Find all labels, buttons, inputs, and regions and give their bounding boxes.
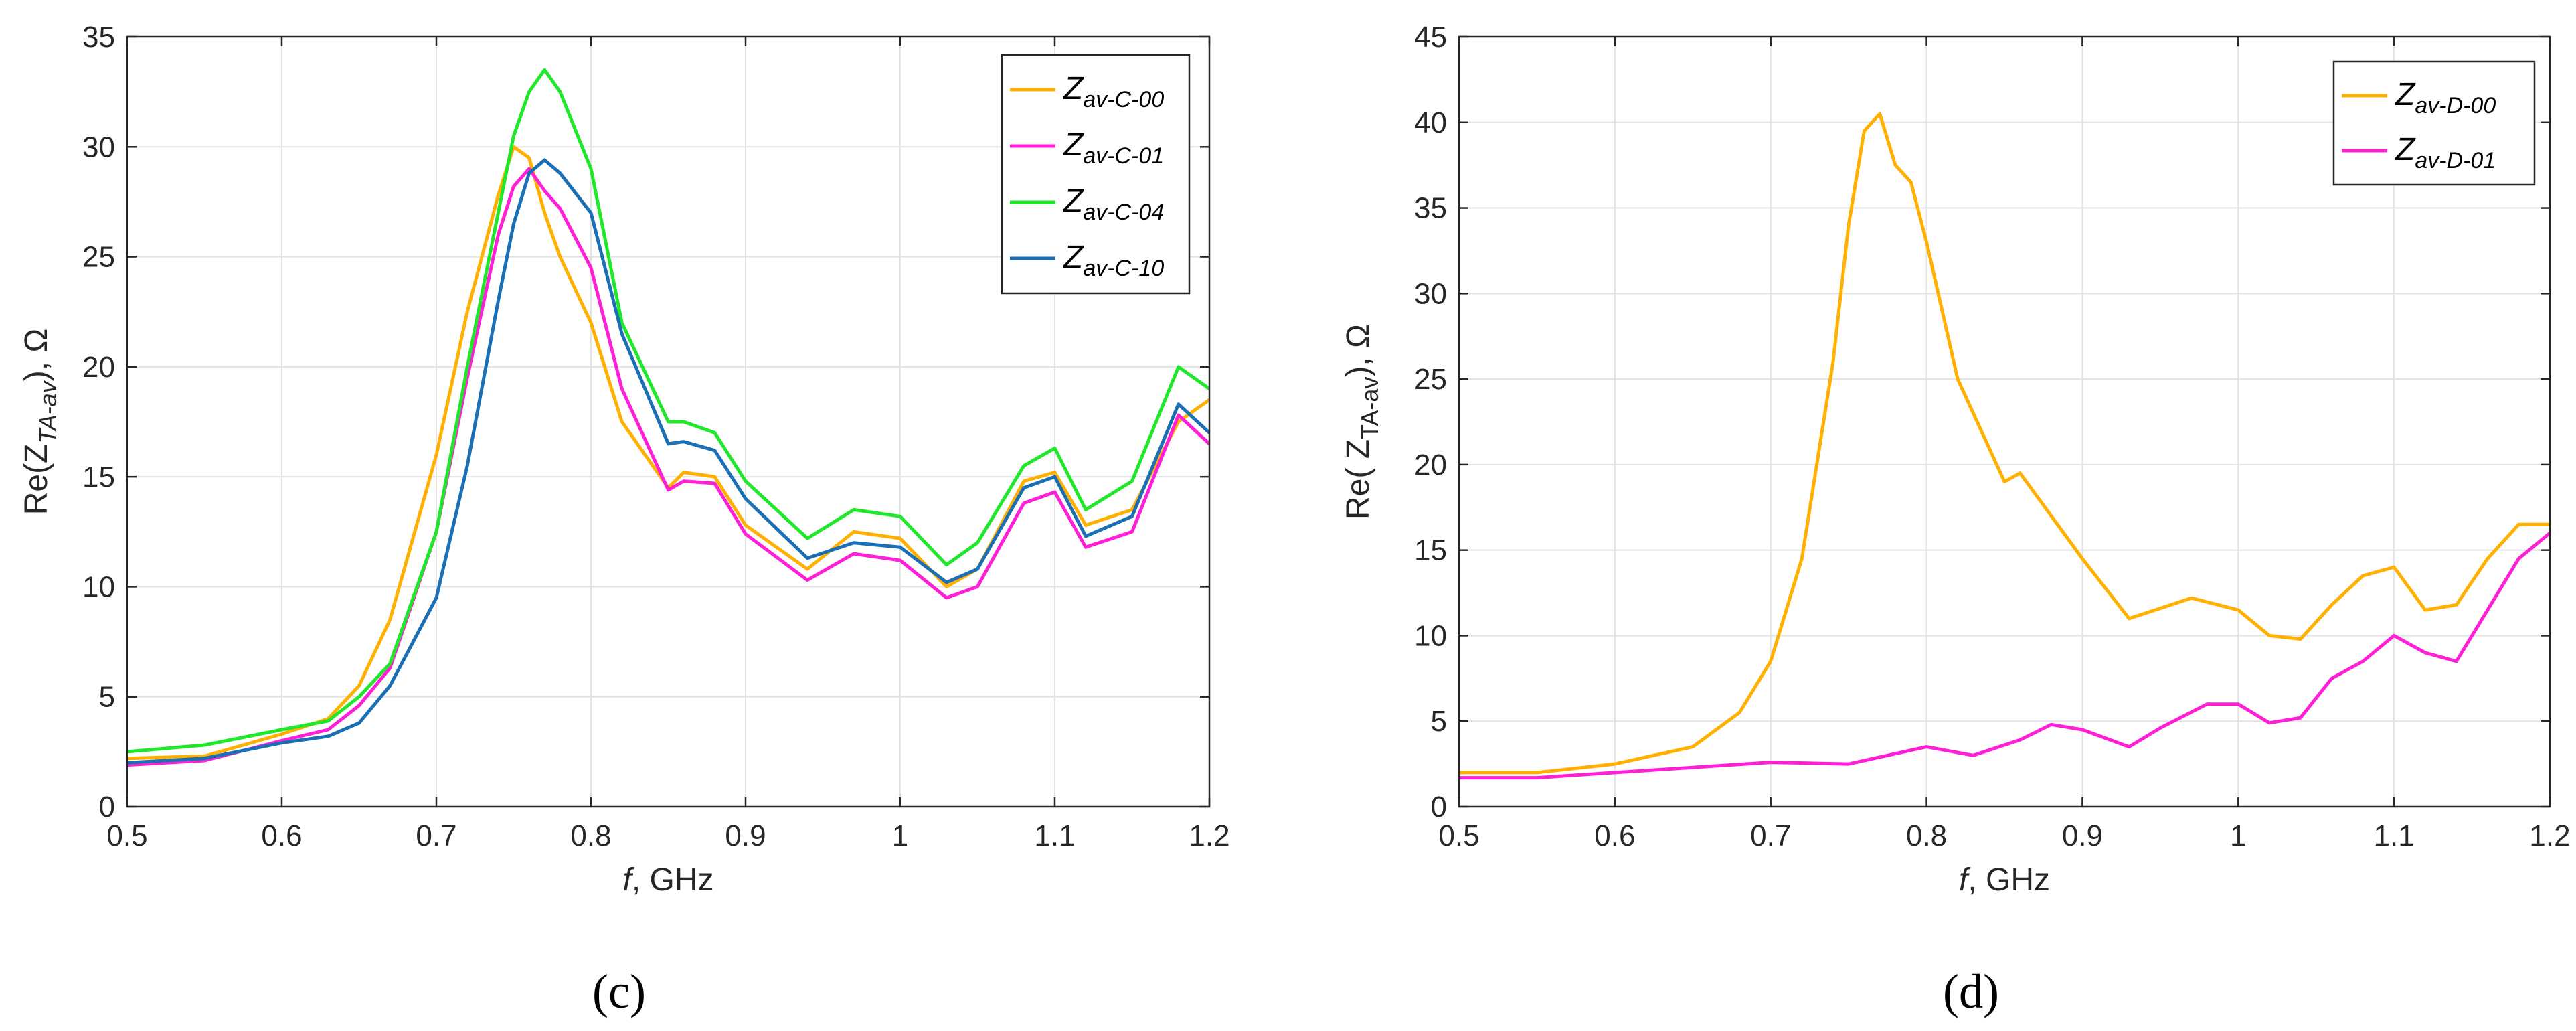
y-tick-label: 30 bbox=[1414, 277, 1447, 310]
series-line-av-C-01 bbox=[126, 167, 1211, 767]
y-tick-label: 5 bbox=[1431, 705, 1447, 738]
y-axis-label: Re( ZTA-av), Ω bbox=[1341, 324, 1383, 520]
series-line-av-C-00 bbox=[126, 145, 1211, 761]
x-tick-label: 0.5 bbox=[1438, 819, 1479, 852]
panel-label: (d) bbox=[1943, 965, 1999, 1018]
panel-label: (c) bbox=[592, 965, 646, 1018]
x-tick-label: 0.8 bbox=[570, 819, 611, 852]
y-tick-label: 35 bbox=[82, 21, 115, 54]
chart-panel-d: 0.5 0.6 0.7 0.8 0.9 1 1.1 1.2 0 5 10 15 20 25 30 35 40 45… bbox=[1341, 21, 2571, 1018]
legend-entry: Zav-D-01 bbox=[2395, 132, 2496, 173]
x-tick-label: 0.9 bbox=[725, 819, 766, 852]
legend: Zav-D-00 Zav-D-01 bbox=[2332, 60, 2536, 186]
x-tick-label: 0.6 bbox=[1594, 819, 1635, 852]
y-tick-label: 10 bbox=[1414, 619, 1447, 652]
y-tick-label: 30 bbox=[82, 131, 115, 163]
y-tick-label: 5 bbox=[99, 681, 115, 714]
x-tick-label: 1.1 bbox=[2374, 819, 2415, 852]
x-tick-label: 1.2 bbox=[1189, 819, 1229, 852]
x-tick-label: 0.8 bbox=[1906, 819, 1947, 852]
y-axis-label: Re(ZTA-av), Ω bbox=[19, 329, 62, 516]
y-tick-label: 0 bbox=[99, 791, 115, 823]
y-tick-label: 25 bbox=[82, 241, 115, 274]
y-tick-label: 0 bbox=[1431, 791, 1447, 823]
x-tick-label: 0.7 bbox=[1750, 819, 1791, 852]
x-tick-label: 1.2 bbox=[2529, 819, 2570, 852]
y-tick-label: 15 bbox=[82, 461, 115, 493]
x-tick-label: 1.1 bbox=[1034, 819, 1075, 852]
x-tick-label: 0.7 bbox=[416, 819, 456, 852]
x-axis-label: f, GHz bbox=[1959, 862, 2050, 898]
series-line-av-D-01 bbox=[1459, 532, 2551, 780]
legend: Zav-C-00 Zav-C-01 Zav-C-04 Zav-C-10 bbox=[1001, 54, 1191, 295]
legend-entry: Zav-C-04 bbox=[1063, 183, 1164, 225]
y-tick-label: 20 bbox=[82, 351, 115, 384]
y-tick-label: 35 bbox=[1414, 192, 1447, 225]
y-tick-label: 15 bbox=[1414, 534, 1447, 567]
x-tick-label: 1 bbox=[892, 819, 908, 852]
y-tick-label: 25 bbox=[1414, 363, 1447, 396]
series-line-av-C-10 bbox=[126, 158, 1211, 765]
legend-entry: Zav-C-01 bbox=[1063, 127, 1164, 169]
legend-entry: Zav-D-00 bbox=[2395, 77, 2496, 118]
axes-box bbox=[126, 35, 1211, 808]
y-tick-label: 20 bbox=[1414, 449, 1447, 481]
axes-box bbox=[1458, 35, 2551, 808]
legend-entry: Zav-C-00 bbox=[1063, 71, 1164, 112]
y-tick-label: 10 bbox=[82, 570, 115, 603]
y-tick-label: 45 bbox=[1414, 21, 1447, 54]
x-tick-label: 0.5 bbox=[106, 819, 147, 852]
legend-entry: Zav-C-10 bbox=[1063, 240, 1164, 281]
x-axis-label: f, GHz bbox=[622, 862, 713, 898]
x-tick-label: 1 bbox=[2230, 819, 2246, 852]
x-tick-label: 0.6 bbox=[261, 819, 302, 852]
x-tick-label: 0.9 bbox=[2062, 819, 2103, 852]
series-line-av-C-04 bbox=[126, 68, 1211, 754]
chart-panel-c: 0.5 0.6 0.7 0.8 0.9 1 1.1 1.2 0 5 10 15 20 25 30 35 f, G… bbox=[19, 21, 1230, 1018]
y-tick-label: 40 bbox=[1414, 106, 1447, 139]
series-line-av-D-00 bbox=[1459, 112, 2550, 775]
